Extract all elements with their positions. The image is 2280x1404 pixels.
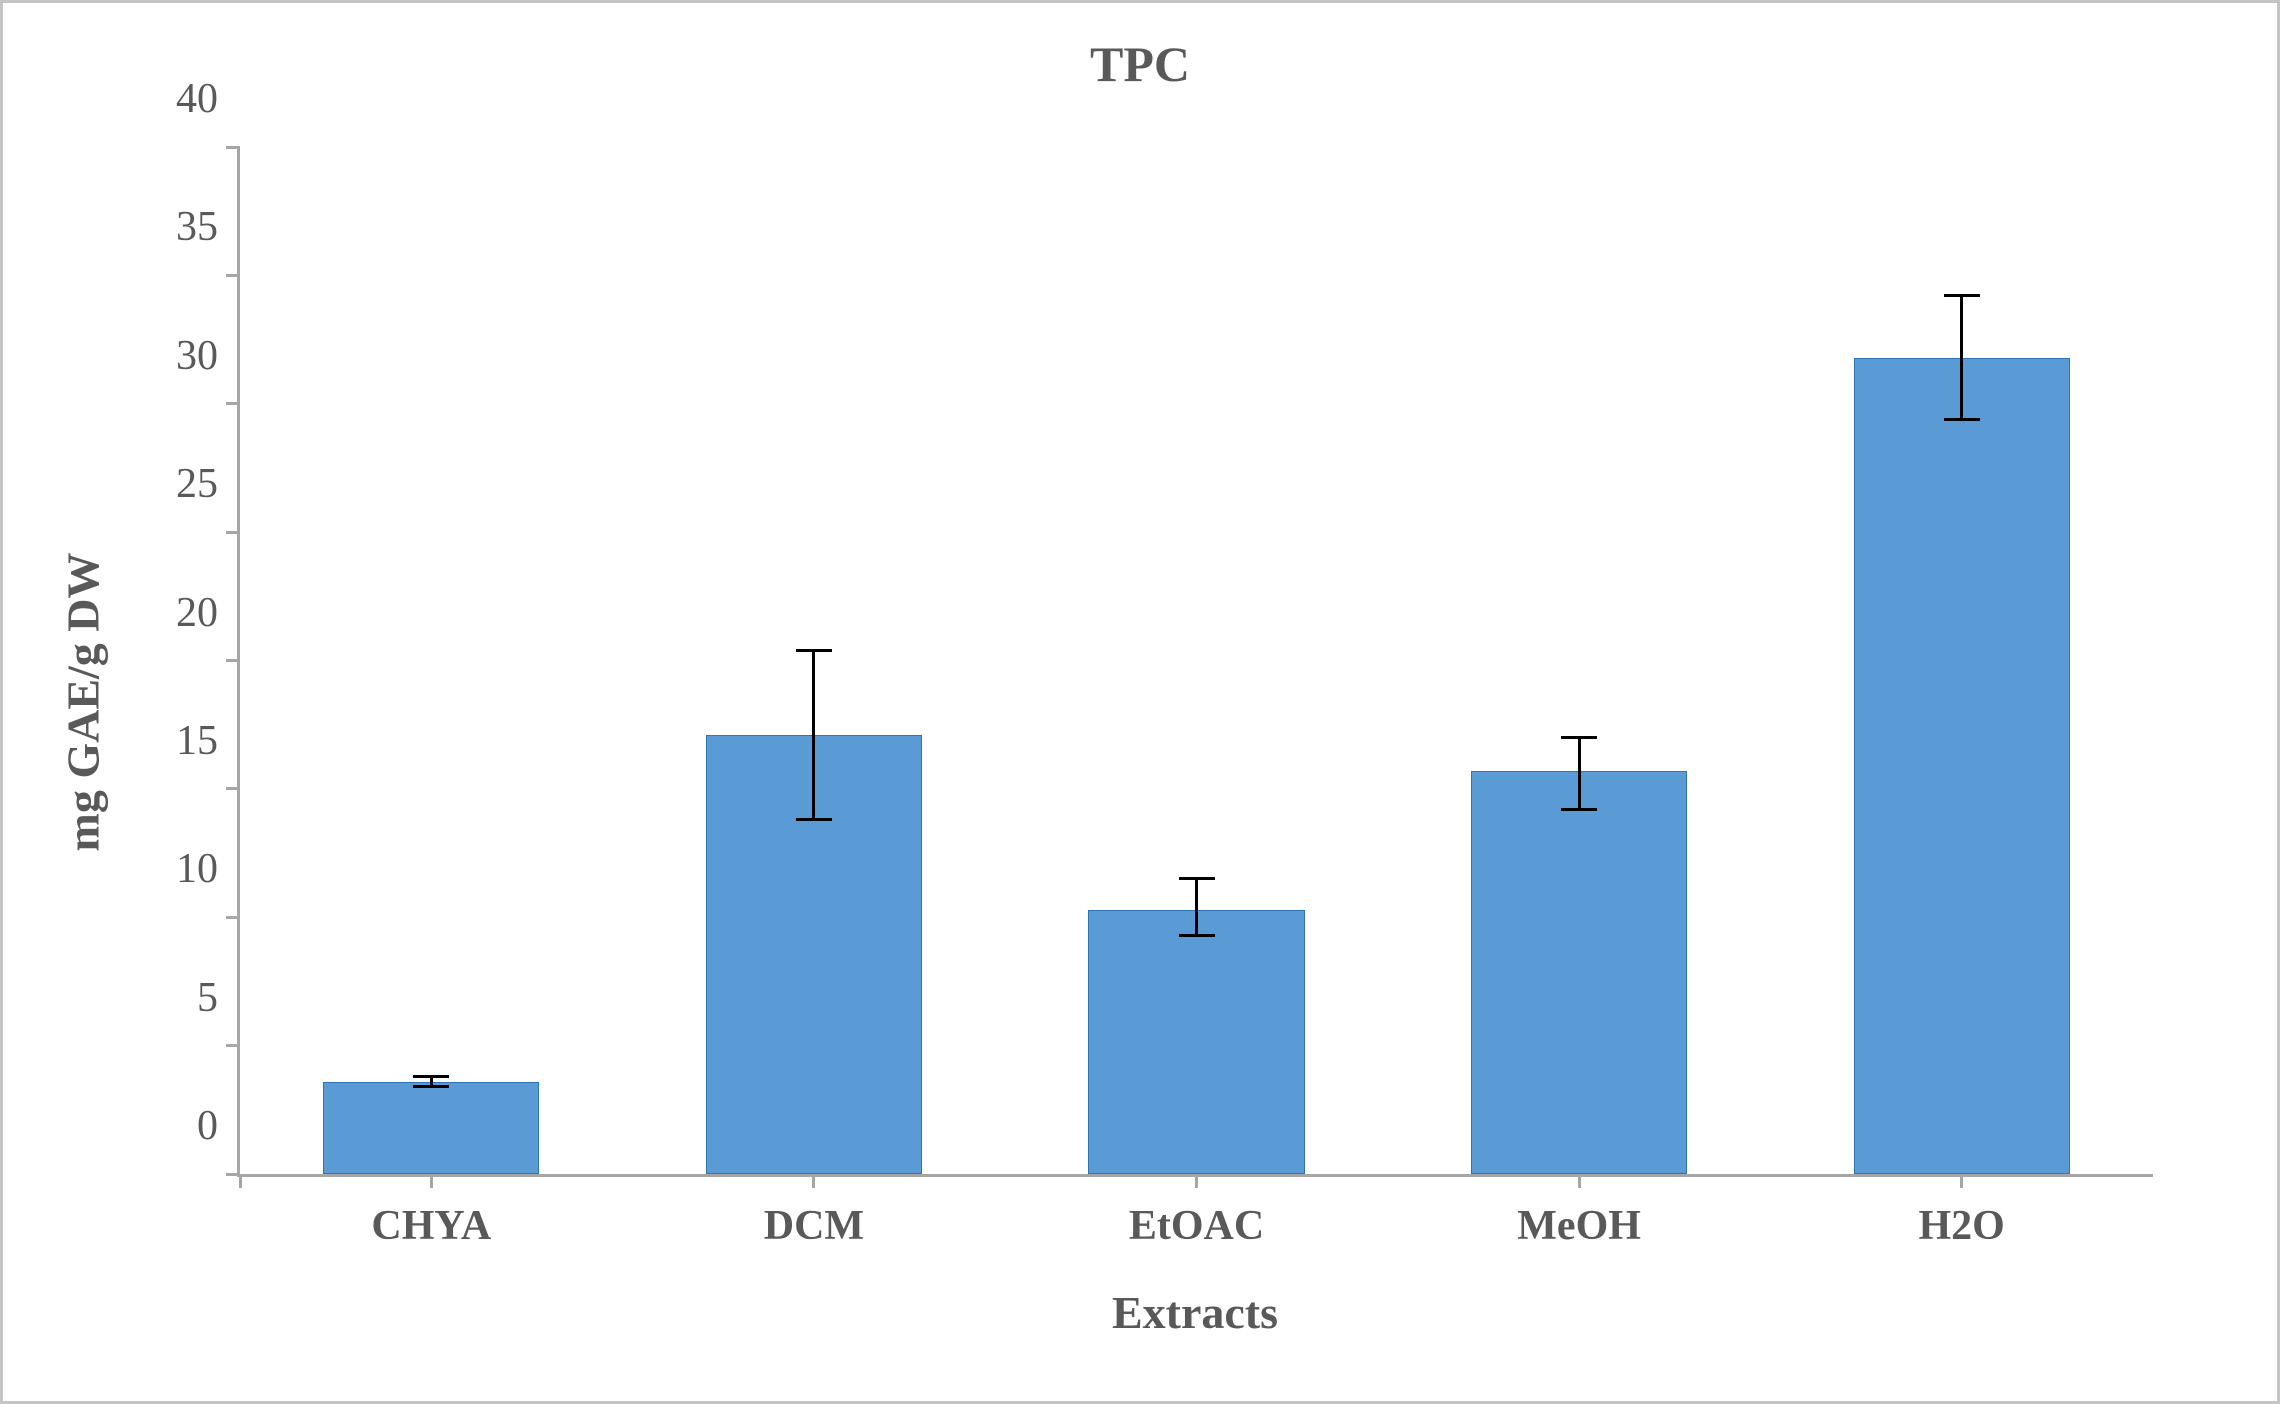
y-tick-mark (226, 402, 240, 405)
x-tick-label: EtOAC (1129, 1174, 1264, 1250)
error-cap (1561, 736, 1597, 739)
y-tick-mark (226, 146, 240, 149)
chart-title: TPC (27, 27, 2253, 101)
bar (1854, 358, 2070, 1174)
x-tick-label: CHYA (371, 1174, 491, 1250)
bar (323, 1082, 539, 1174)
y-tick-mark (226, 1044, 240, 1047)
y-tick-label: 0 (197, 1102, 240, 1150)
y-tick-label: 20 (176, 589, 240, 637)
x-tick-label: DCM (764, 1174, 864, 1250)
y-tick-mark (226, 916, 240, 919)
error-cap (1179, 934, 1215, 937)
plot-area: 0510152025303540CHYADCMEtOACMeOHH2O (237, 147, 2153, 1177)
y-tick-label: 35 (176, 203, 240, 251)
error-bar (1578, 738, 1581, 810)
y-tick-label: 25 (176, 460, 240, 508)
y-tick-label: 30 (176, 332, 240, 380)
x-tick-mark (239, 1174, 242, 1188)
y-tick-mark (226, 274, 240, 277)
error-cap (413, 1075, 449, 1078)
error-bar (812, 650, 815, 819)
error-cap (796, 649, 832, 652)
error-bar (1960, 296, 1963, 419)
error-bar (1195, 879, 1198, 935)
y-axis-label: mg GAE/g DW (57, 553, 110, 852)
x-tick-label: MeOH (1517, 1174, 1641, 1250)
y-tick-label: 15 (176, 717, 240, 765)
y-tick-mark (226, 531, 240, 534)
error-cap (1944, 294, 1980, 297)
error-cap (1944, 418, 1980, 421)
y-tick-mark (226, 659, 240, 662)
y-tick-mark (226, 787, 240, 790)
chart-container: TPC mg GAE/g DW 0510152025303540CHYADCME… (27, 27, 2253, 1377)
x-axis-label: Extracts (27, 1286, 2253, 1339)
y-tick-label: 5 (197, 974, 240, 1022)
error-cap (413, 1085, 449, 1088)
bar (1471, 771, 1687, 1174)
y-tick-label: 40 (176, 75, 240, 123)
outer-frame: TPC mg GAE/g DW 0510152025303540CHYADCME… (0, 0, 2280, 1404)
plot-wrap: 0510152025303540CHYADCMEtOACMeOHH2O (237, 147, 2153, 1177)
bar (1088, 910, 1304, 1174)
error-cap (1561, 808, 1597, 811)
error-cap (796, 818, 832, 821)
y-tick-label: 10 (176, 845, 240, 893)
error-cap (1179, 877, 1215, 880)
x-tick-label: H2O (1919, 1174, 2005, 1250)
